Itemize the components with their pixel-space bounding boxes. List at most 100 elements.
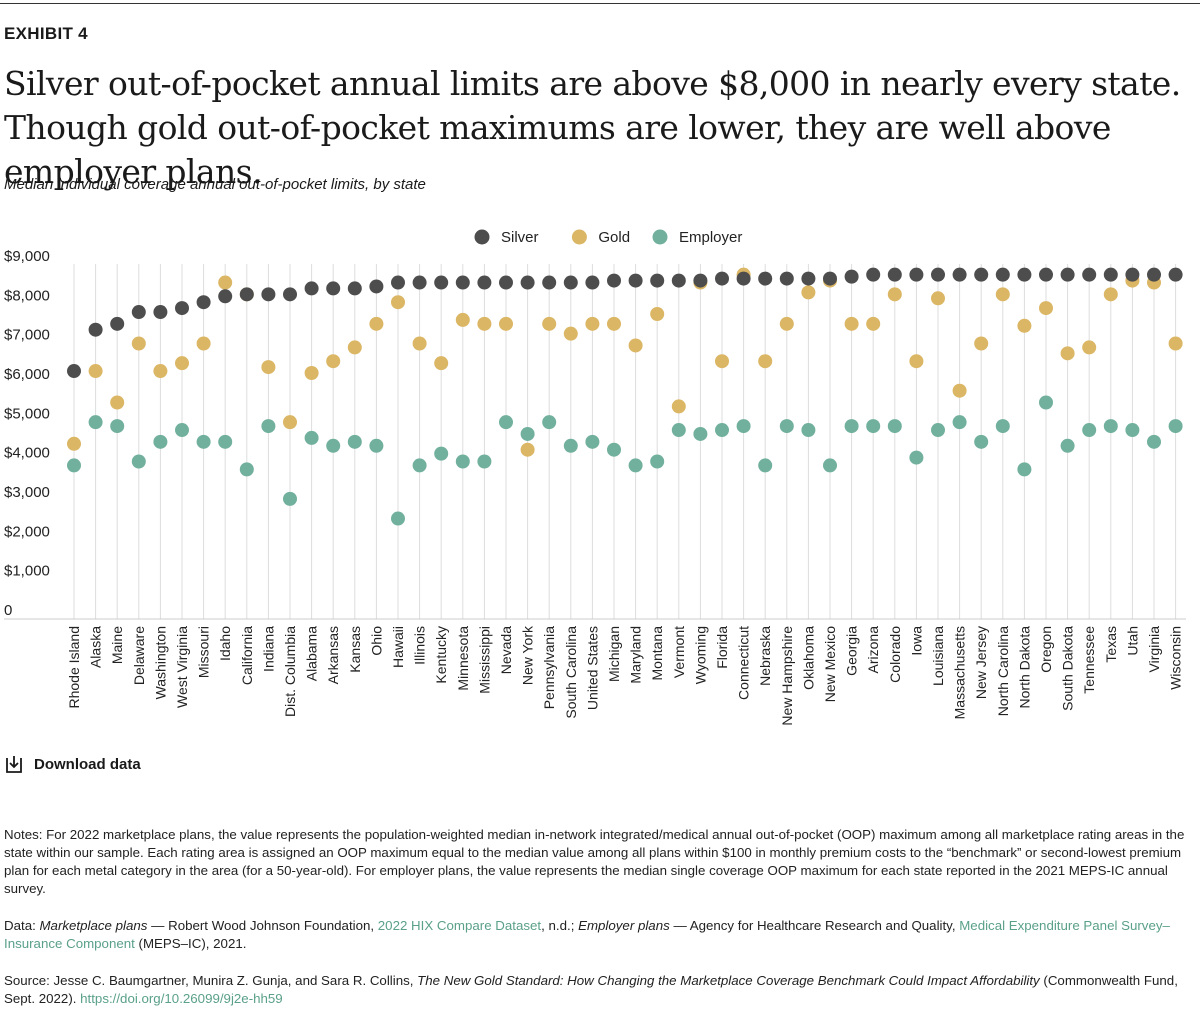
chart-legend: Silver Gold Employer	[474, 229, 742, 246]
doi-link[interactable]: https://doi.org/10.26099/9j2e-hh59	[80, 991, 283, 1006]
legend-label-silver: Silver	[501, 229, 539, 246]
x-tick-label-montana: Montana	[649, 626, 665, 681]
x-tick-label-united-states: United States	[584, 626, 600, 710]
point-gold-kentucky	[434, 356, 449, 371]
point-silver-vermont	[671, 273, 686, 288]
point-gold-texas	[1103, 287, 1118, 302]
chart-headline: Silver out-of-pocket annual limits are a…	[4, 64, 1181, 191]
point-employer-florida	[715, 423, 729, 438]
point-silver-virginia	[1147, 267, 1161, 282]
x-tick-label-colorado: Colorado	[887, 626, 903, 683]
download-icon	[6, 756, 22, 773]
x-tick-label-new-jersey: New Jersey	[973, 626, 989, 699]
point-gold-indiana	[261, 360, 276, 375]
point-employer-new-jersey	[974, 434, 989, 449]
point-silver-florida	[715, 271, 729, 286]
point-gold-south-carolina	[563, 326, 578, 341]
download-data-label: Download data	[34, 755, 141, 773]
x-tick-label-kansas: Kansas	[347, 626, 363, 673]
x-tick-label-wyoming: Wyoming	[692, 626, 708, 684]
point-employer-utah	[1125, 423, 1140, 438]
x-tick-label-wisconsin: Wisconsin	[1168, 626, 1184, 690]
source-prefix: Source: Jesse C. Baumgartner, Munira Z. …	[4, 973, 418, 988]
point-employer-texas	[1103, 419, 1118, 434]
x-tick-label-new-hampshire: New Hampshire	[779, 626, 795, 726]
marketplace-label: Marketplace plans	[39, 918, 148, 933]
meps-link[interactable]: Medical Expenditure Panel Survey–Insuran…	[4, 918, 1170, 951]
point-employer-west-virginia	[175, 423, 189, 438]
x-tick-label-virginia: Virginia	[1146, 626, 1162, 673]
y-tick-label: $5,000	[4, 405, 50, 422]
point-employer-south-carolina	[563, 438, 578, 453]
employer-text: — Agency for Healthcare Research and Qua…	[669, 918, 960, 933]
point-employer-louisiana	[931, 423, 945, 438]
point-employer-wyoming	[693, 426, 708, 441]
point-silver-dist-columbia	[283, 287, 297, 302]
point-silver-alaska	[88, 322, 103, 337]
y-tick-label: $2,000	[4, 523, 50, 540]
point-silver-connecticut	[736, 271, 751, 286]
point-gold-dist-columbia	[283, 415, 297, 430]
point-gold-ohio	[369, 316, 384, 331]
x-tick-label-georgia: Georgia	[844, 626, 860, 676]
point-silver-utah	[1125, 267, 1140, 282]
point-gold-iowa	[909, 354, 924, 369]
download-data-button[interactable]: Download data	[4, 754, 141, 774]
point-gold-massachusetts	[952, 383, 967, 398]
point-gold-colorado	[887, 287, 902, 302]
point-employer-missouri	[196, 434, 211, 449]
x-tick-label-new-mexico: New Mexico	[822, 626, 838, 702]
hix-dataset-link[interactable]: 2022 HIX Compare Dataset	[377, 918, 542, 933]
point-employer-maryland	[628, 458, 643, 473]
x-tick-label-nevada: Nevada	[498, 626, 514, 674]
data-suffix: (MEPS–IC), 2021.	[134, 936, 247, 951]
legend-label-gold: Gold	[598, 229, 630, 246]
point-silver-colorado	[887, 267, 902, 282]
point-silver-ohio	[369, 279, 384, 294]
x-tick-label-oregon: Oregon	[1038, 626, 1054, 673]
point-gold-missouri	[196, 336, 211, 351]
x-tick-label-indiana: Indiana	[260, 626, 276, 672]
point-gold-maine	[110, 395, 125, 410]
point-employer-california	[239, 462, 254, 477]
point-silver-oregon	[1039, 267, 1053, 282]
x-tick-label-arizona: Arizona	[865, 626, 881, 674]
point-silver-massachusetts	[952, 267, 967, 282]
point-gold-kansas	[347, 340, 362, 355]
x-tick-label-dist-columbia: Dist. Columbia	[282, 626, 298, 717]
x-tick-label-pennsylvania: Pennsylvania	[541, 626, 557, 709]
x-tick-label-delaware: Delaware	[131, 626, 147, 685]
point-employer-nebraska	[758, 458, 773, 473]
x-tick-label-iowa: Iowa	[908, 626, 924, 656]
point-employer-michigan	[607, 442, 621, 457]
point-silver-pennsylvania	[542, 275, 557, 290]
x-tick-label-kentucky: Kentucky	[433, 626, 449, 684]
point-gold-arizona	[866, 316, 881, 331]
point-employer-oregon	[1039, 395, 1053, 410]
point-silver-georgia	[844, 269, 859, 284]
x-tick-label-south-carolina: South Carolina	[563, 626, 579, 719]
point-gold-alabama	[304, 366, 319, 380]
point-silver-kentucky	[434, 275, 449, 290]
point-employer-hawaii	[391, 511, 405, 526]
point-silver-nevada	[499, 275, 513, 290]
point-gold-nebraska	[758, 354, 773, 369]
point-silver-oklahoma	[801, 271, 816, 286]
point-silver-minnesota	[455, 275, 470, 290]
point-employer-vermont	[671, 423, 686, 438]
point-gold-washington	[153, 364, 168, 379]
point-employer-montana	[650, 454, 665, 469]
x-tick-label-idaho: Idaho	[217, 626, 233, 661]
point-employer-arkansas	[326, 438, 341, 453]
point-silver-north-carolina	[995, 267, 1010, 282]
point-silver-california	[239, 287, 254, 302]
point-silver-maryland	[628, 273, 643, 288]
point-gold-pennsylvania	[542, 316, 557, 331]
point-silver-rhode-island	[67, 364, 81, 379]
point-silver-mississippi	[477, 275, 492, 290]
x-tick-label-vermont: Vermont	[671, 626, 687, 678]
y-tick-label: $4,000	[4, 445, 50, 462]
point-employer-colorado	[887, 419, 902, 434]
x-axis: Rhode Island Alaska Maine Delaware Washingto…	[66, 625, 1184, 726]
point-employer-mississippi	[477, 454, 492, 469]
